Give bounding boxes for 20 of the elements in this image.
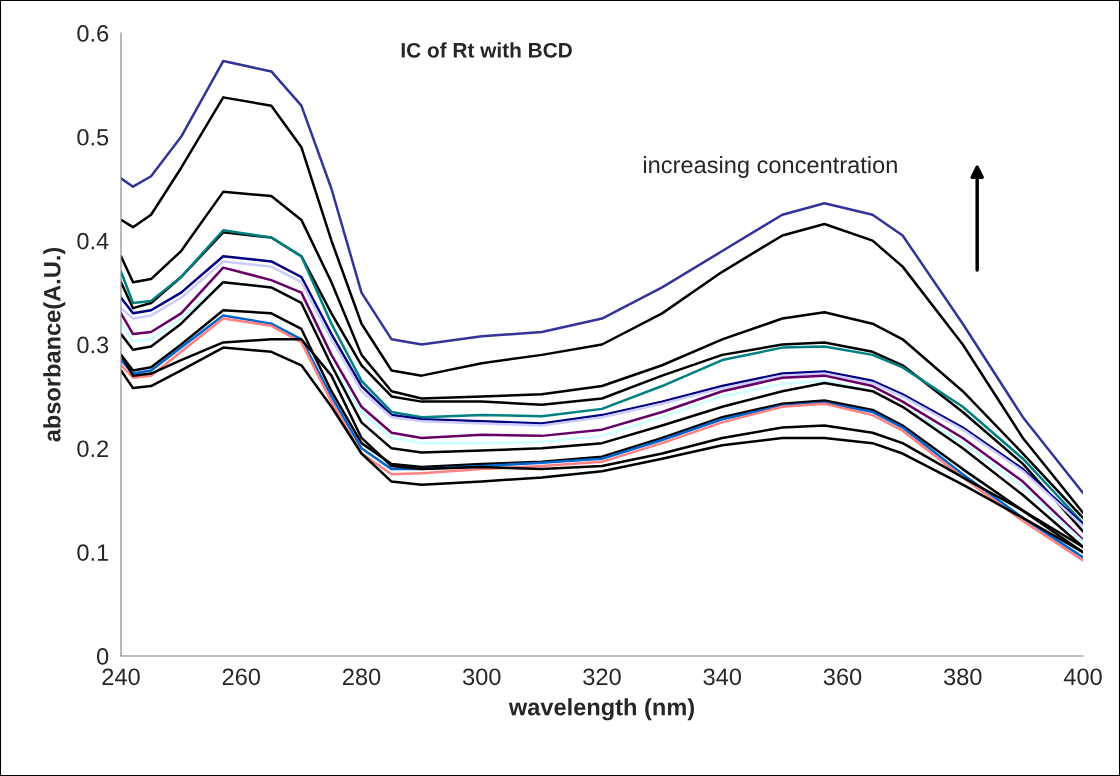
annotation: increasing concentration [643, 155, 897, 178]
y-tick-label: 0.1 [77, 544, 109, 561]
x-axis-title: wavelength (nm) [508, 698, 694, 721]
x-tick-label: 280 [342, 668, 381, 686]
y-tick-label: 0.3 [77, 336, 109, 354]
x-tick-label: 240 [102, 668, 140, 686]
y-tick-label: 0.6 [77, 25, 109, 42]
x-tick-label: 340 [703, 668, 742, 686]
y-tick-label: 0 [96, 648, 109, 665]
y-tick-label: 0.4 [77, 232, 109, 250]
y-axis-title: absorbance(A.U.) [43, 247, 66, 442]
y-tick-label: 0.2 [77, 440, 109, 458]
x-tick-label: 320 [583, 668, 621, 686]
x-tick-label: 400 [1063, 668, 1102, 686]
chart-title: IC of Rt with BCD [401, 42, 572, 58]
x-tick-label: 300 [462, 668, 501, 686]
y-tick-label: 0.5 [77, 128, 109, 146]
x-tick-label: 360 [823, 668, 862, 686]
x-tick-label: 260 [222, 668, 261, 686]
x-tick-label: 380 [943, 668, 982, 686]
